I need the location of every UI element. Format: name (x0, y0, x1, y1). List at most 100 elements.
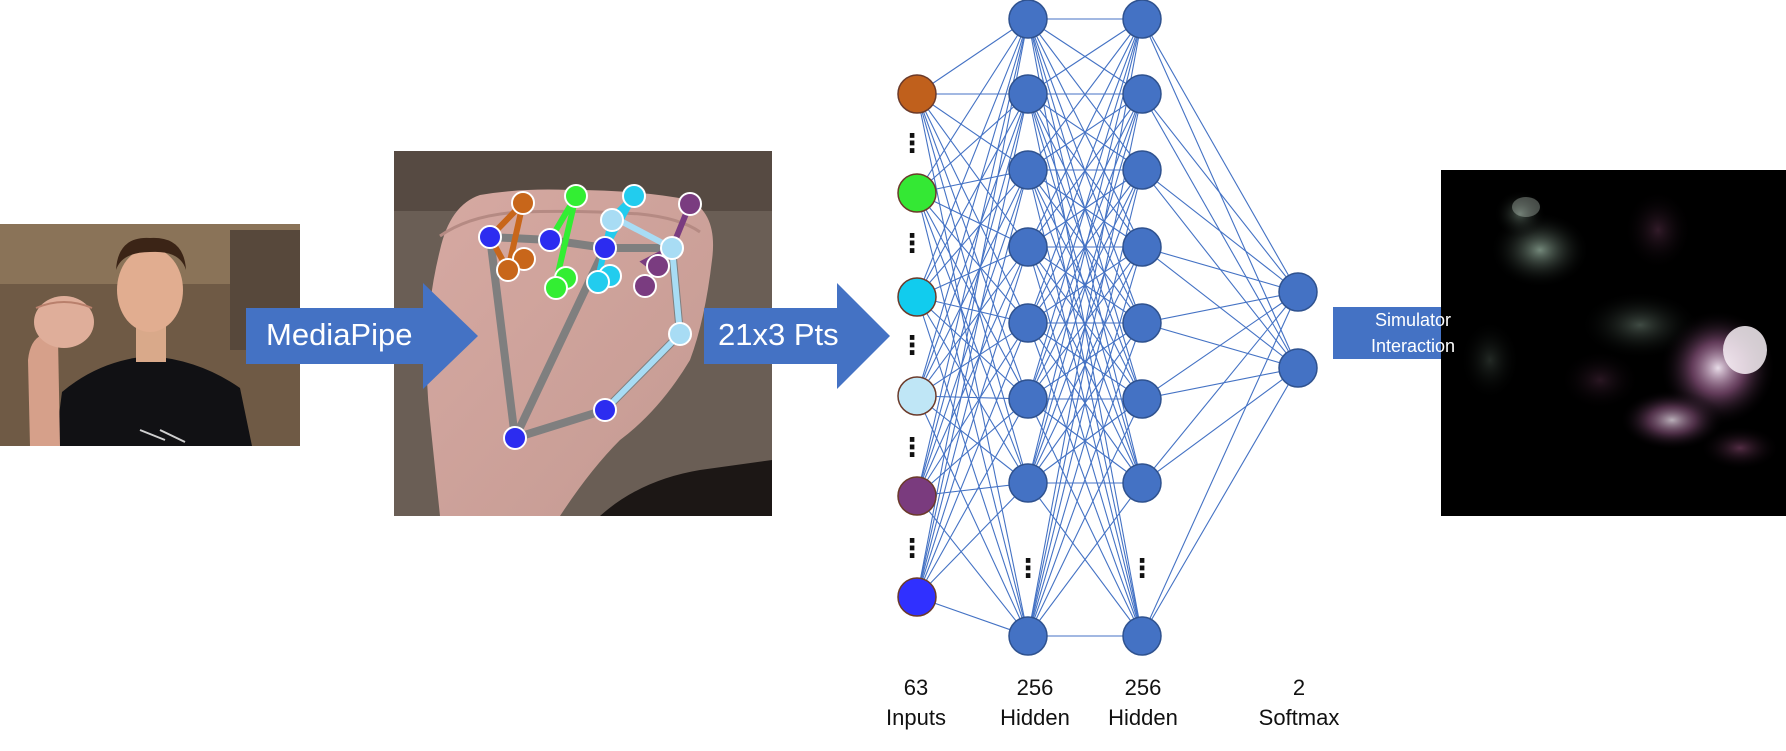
network-edge (1027, 482, 1143, 637)
network-edge (916, 93, 1029, 397)
network-edge (1141, 291, 1299, 324)
layer-count: 256 (1124, 675, 1162, 700)
hidden-node (1122, 379, 1162, 419)
network-edge (1027, 18, 1143, 637)
network-edge (916, 395, 1029, 484)
network-edge (916, 169, 1029, 397)
layer-count: 2 (1292, 675, 1306, 700)
network-edge (1141, 93, 1299, 293)
network-edge (916, 495, 1029, 637)
network-edge (1027, 93, 1143, 400)
network-edge (1027, 18, 1143, 248)
arrow-mediapipe (246, 283, 478, 389)
simulator-label-line1: Simulator (1374, 310, 1452, 330)
network-edge (916, 398, 1029, 497)
input-node (897, 577, 937, 617)
hidden-node (1008, 379, 1048, 419)
input-node (897, 277, 937, 317)
hidden-node (1008, 303, 1048, 343)
simulator-label: Simulator Interaction (1338, 307, 1488, 359)
input-node (897, 173, 937, 213)
hidden-node (1122, 150, 1162, 190)
mediapipe-label: MediaPipe (266, 317, 413, 352)
network-edge (1027, 18, 1143, 95)
network-ellipses: ⋮ ⋮ ⋮ ⋮ ⋮ ⋮ ⋮ (899, 129, 1155, 584)
network-nodes (897, 0, 1318, 656)
network-edges (916, 18, 1299, 637)
network-edge (916, 18, 1029, 298)
input-node (897, 376, 937, 416)
network-edge (1141, 169, 1299, 293)
network-edge (1141, 291, 1299, 484)
network-edge (1027, 398, 1143, 637)
network-edge (916, 246, 1029, 298)
network-edge (916, 169, 1029, 298)
layer-name: Inputs (886, 705, 946, 730)
network-edge (1141, 367, 1299, 484)
network-edge (916, 192, 1029, 248)
network-edge (916, 18, 1029, 95)
ellipsis-dots: ⋮ (899, 331, 925, 361)
network-edge (916, 93, 1029, 497)
network-edge (1141, 18, 1299, 293)
layer-name: Softmax (1258, 705, 1340, 730)
network-edge (916, 93, 1029, 484)
layer-label-inputs: 63 Inputs (866, 673, 966, 733)
network-edge (1027, 18, 1143, 324)
network-edge (916, 93, 1029, 598)
hidden-node (1008, 616, 1048, 656)
layer-count: 256 (1016, 675, 1054, 700)
fluid-simulation-image (1441, 170, 1786, 516)
network-edge (916, 322, 1029, 497)
hidden-node (1008, 463, 1048, 503)
ellipsis-dots: ⋮ (1129, 554, 1155, 584)
network-edge (916, 18, 1029, 194)
ellipsis-dots: ⋮ (899, 129, 925, 159)
network-edge (1027, 246, 1143, 637)
ellipsis-dots: ⋮ (899, 534, 925, 564)
network-edge (1141, 367, 1299, 637)
network-edge (1141, 291, 1299, 637)
ellipsis-dots: ⋮ (899, 229, 925, 259)
simulator-label-line2: Interaction (1370, 336, 1456, 356)
network-edge (1027, 18, 1143, 400)
hidden-node (1122, 0, 1162, 39)
network-edge (916, 398, 1029, 598)
layer-count: 63 (903, 675, 929, 700)
hidden-node (1122, 463, 1162, 503)
network-edge (916, 169, 1029, 497)
ellipsis-dots: ⋮ (1015, 554, 1041, 584)
network-edge (916, 322, 1029, 598)
network-edge (916, 192, 1029, 637)
network-edge (916, 395, 1029, 637)
network-edge (916, 93, 1029, 171)
network-edge (1027, 322, 1143, 637)
network-edge (916, 482, 1029, 598)
network-edge (1027, 93, 1143, 484)
hidden-node (1122, 303, 1162, 343)
network-edge (1027, 18, 1143, 171)
network-edge (916, 296, 1029, 484)
network-edge (916, 246, 1029, 497)
network-edge (1141, 291, 1299, 400)
layer-label-softmax: 2 Softmax (1249, 673, 1349, 733)
layer-label-hidden-1: 256 Hidden (985, 673, 1085, 733)
network-edge (916, 296, 1029, 637)
network-edge (1141, 246, 1299, 293)
network-edge (1027, 322, 1143, 400)
hidden-node (1008, 0, 1048, 39)
input-node (897, 74, 937, 114)
network-edge (1027, 246, 1143, 400)
network-edge (916, 322, 1029, 397)
hidden-node (1122, 616, 1162, 656)
hidden-node (1122, 74, 1162, 114)
hidden-node (1008, 227, 1048, 267)
hidden-node (1008, 74, 1048, 114)
output-node (1278, 272, 1318, 312)
ellipsis-dots: ⋮ (899, 433, 925, 463)
network-edge (916, 93, 1029, 248)
input-node (897, 476, 937, 516)
network-edge (916, 93, 1029, 298)
arrow-points (704, 283, 890, 389)
